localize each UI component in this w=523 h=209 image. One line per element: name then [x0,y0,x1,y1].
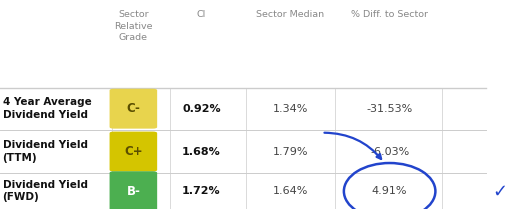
Text: 1.64%: 1.64% [272,186,308,196]
Text: 1.34%: 1.34% [272,104,308,114]
Text: Sector
Relative
Grade: Sector Relative Grade [114,10,153,42]
FancyBboxPatch shape [110,132,157,171]
Text: % Diff. to Sector: % Diff. to Sector [351,10,428,19]
Text: Dividend Yield
(FWD): Dividend Yield (FWD) [3,180,88,203]
Text: -6.03%: -6.03% [370,147,410,157]
Text: 1.79%: 1.79% [272,147,308,157]
Text: 1.72%: 1.72% [182,186,221,196]
FancyBboxPatch shape [110,171,157,209]
Text: 0.92%: 0.92% [182,104,221,114]
Text: ✓: ✓ [492,182,507,200]
Text: 1.68%: 1.68% [182,147,221,157]
Text: C-: C- [127,102,140,115]
Text: C+: C+ [124,145,143,158]
Text: 4.91%: 4.91% [372,186,407,196]
FancyBboxPatch shape [110,89,157,129]
Text: -31.53%: -31.53% [367,104,413,114]
Text: CI: CI [197,10,206,19]
Text: 4 Year Average
Dividend Yield: 4 Year Average Dividend Yield [3,97,92,120]
Text: B-: B- [127,185,140,198]
Text: Dividend Yield
(TTM): Dividend Yield (TTM) [3,140,88,163]
Text: Sector Median: Sector Median [256,10,324,19]
